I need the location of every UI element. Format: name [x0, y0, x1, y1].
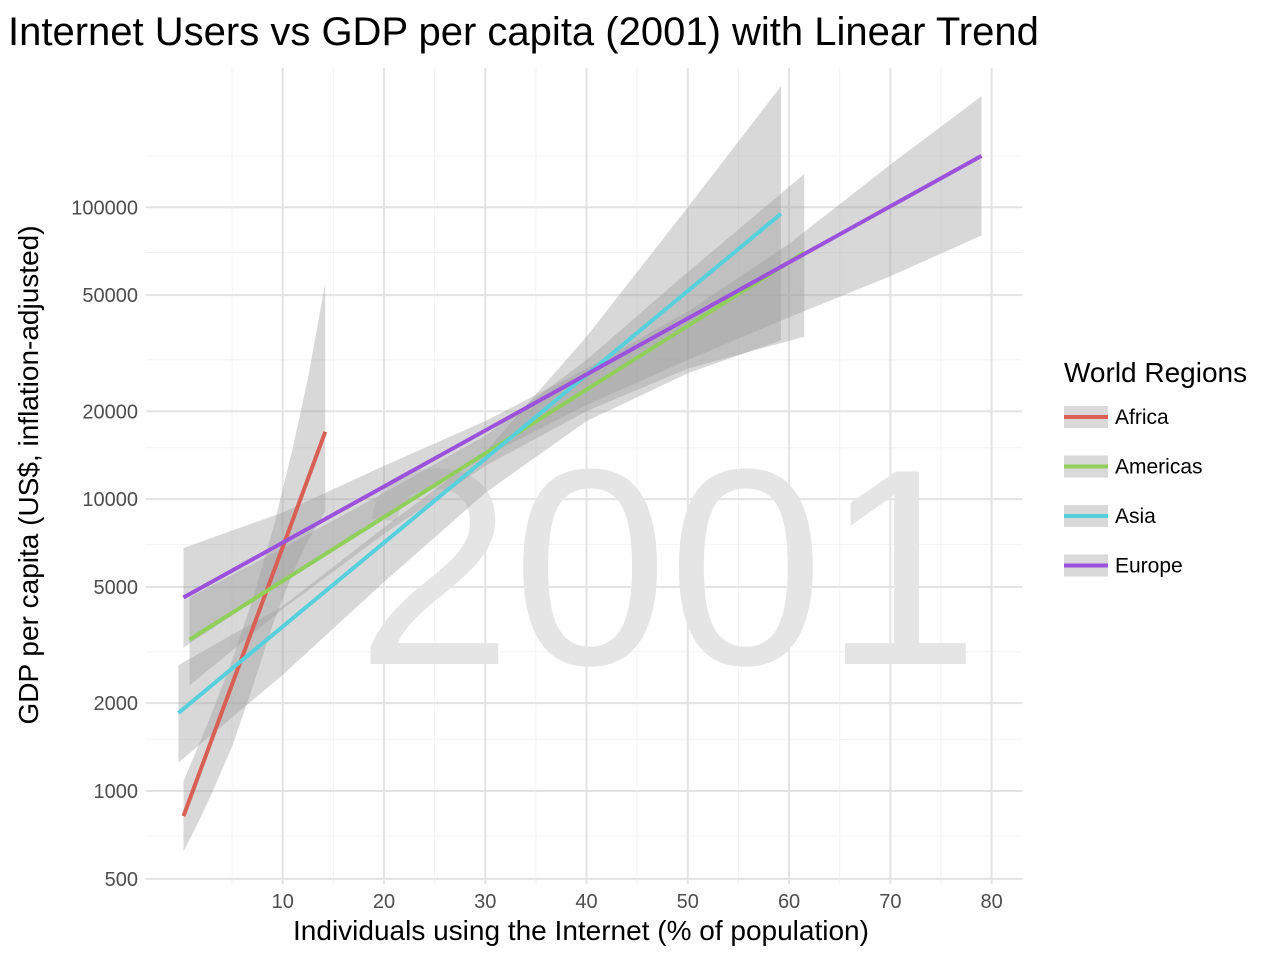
- trend-line-americas: [188, 250, 806, 642]
- legend-label: Africa: [1115, 406, 1169, 429]
- legend-label: Americas: [1115, 456, 1203, 479]
- y-tick-label: 50000: [82, 285, 138, 307]
- y-tick-label: 100000: [71, 197, 138, 219]
- legend-title: World Regions: [1064, 357, 1247, 388]
- minor-grid: [146, 68, 1022, 884]
- x-tick-label: 40: [575, 891, 597, 913]
- legend-item-americas: Americas: [1064, 455, 1203, 479]
- trend-lines: [177, 154, 983, 817]
- y-tick-label: 1000: [94, 781, 139, 803]
- trend-line-asia: [177, 212, 783, 715]
- y-tick-label: 20000: [82, 401, 138, 423]
- trend-line-europe: [182, 154, 983, 600]
- confidence-band-africa: [183, 283, 326, 852]
- legend: World Regions Africa Americas Asia Europe: [1064, 357, 1247, 578]
- y-tick-label: 5000: [94, 577, 139, 599]
- legend-item-africa: Africa: [1064, 406, 1169, 429]
- confidence-band-europe: [183, 96, 982, 648]
- legend-label: Europe: [1115, 555, 1183, 578]
- plot-area: 2001: [146, 68, 1022, 884]
- confidence-band-asia: [178, 86, 781, 763]
- legend-label: Asia: [1115, 505, 1156, 528]
- x-axis-title: Individuals using the Internet (% of pop…: [293, 915, 869, 946]
- y-tick-label: 500: [105, 869, 138, 891]
- x-tick-label: 80: [980, 891, 1002, 913]
- x-axis-ticks: 10 20 30 40 50 60 70 80: [272, 891, 1003, 913]
- x-tick-label: 20: [373, 891, 395, 913]
- y-axis-title: GDP per capita (US$, inflation-adjusted): [13, 225, 44, 724]
- y-tick-label: 2000: [94, 693, 139, 715]
- y-axis-ticks: 500 1000 2000 5000 10000 20000 50000 100000: [71, 197, 138, 891]
- confidence-band-americas: [189, 173, 805, 686]
- trend-line-africa: [181, 431, 328, 817]
- chart-title: Internet Users vs GDP per capita (2001) …: [8, 10, 1039, 54]
- legend-item-asia: Asia: [1064, 505, 1156, 528]
- confidence-bands: [178, 86, 982, 852]
- x-tick-label: 60: [778, 891, 800, 913]
- x-tick-label: 70: [879, 891, 901, 913]
- legend-items: Africa Americas Asia Europe: [1064, 406, 1203, 578]
- legend-item-europe: Europe: [1064, 554, 1183, 578]
- major-grid: [146, 68, 1022, 884]
- x-tick-label: 50: [677, 891, 699, 913]
- year-watermark: 2001: [357, 412, 980, 724]
- x-tick-label: 30: [474, 891, 496, 913]
- y-tick-label: 10000: [82, 489, 138, 511]
- x-tick-label: 10: [272, 891, 294, 913]
